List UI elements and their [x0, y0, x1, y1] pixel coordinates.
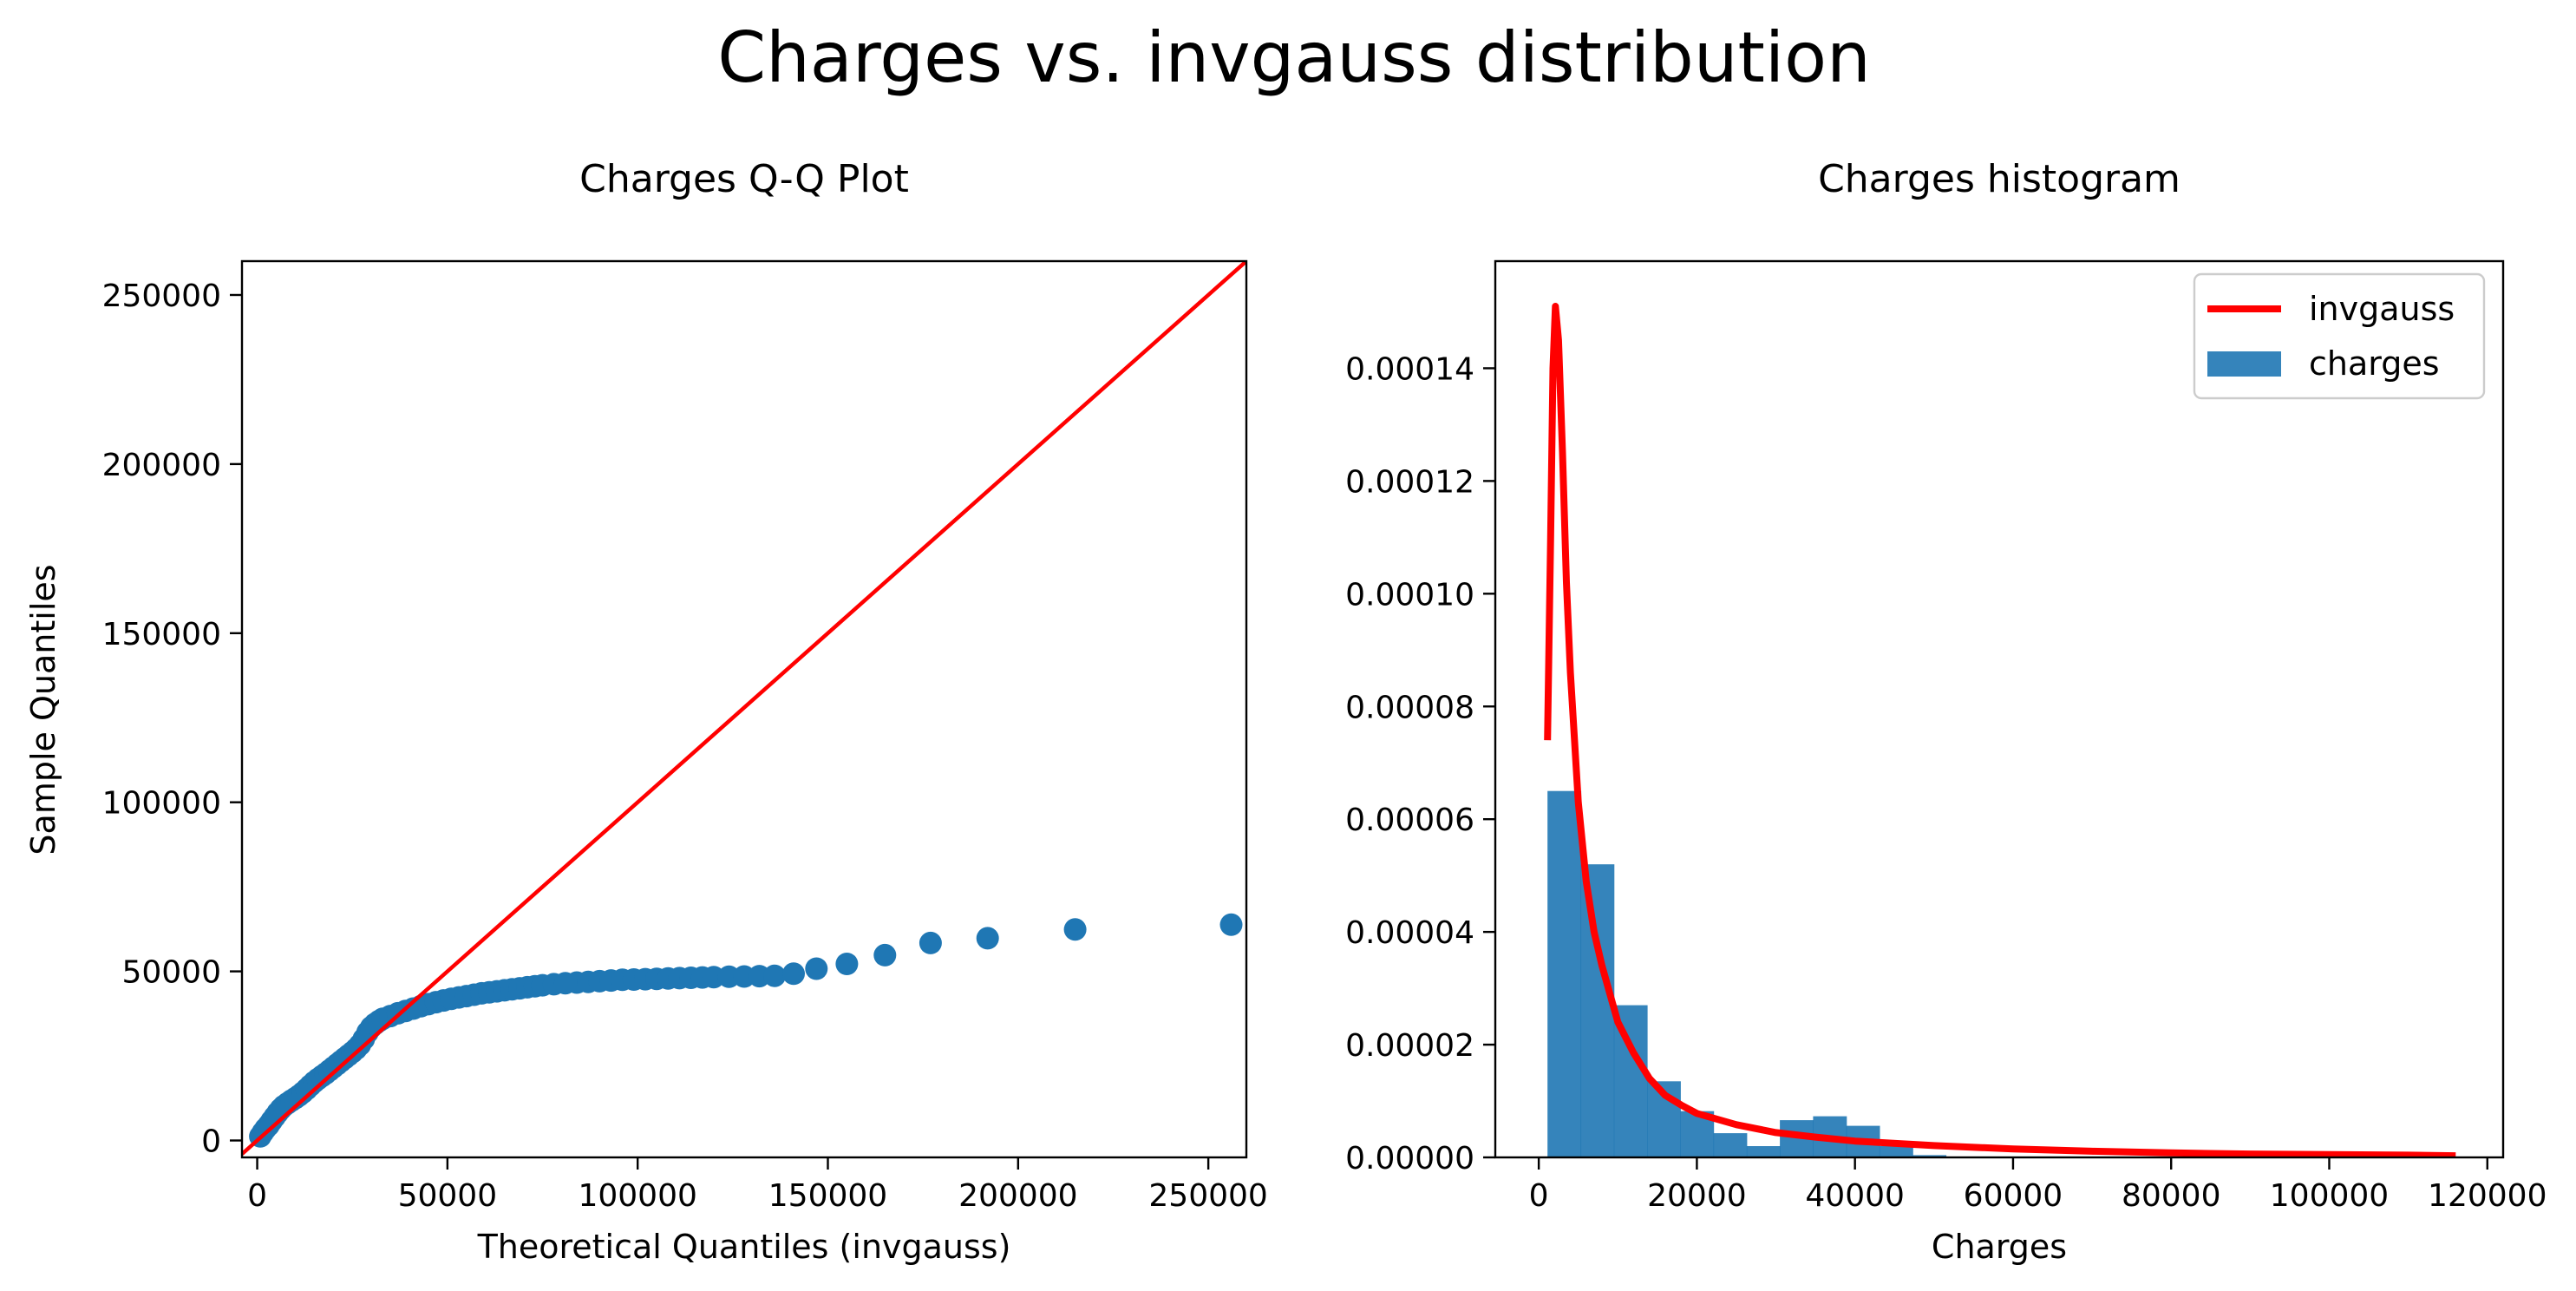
qq-point: [782, 962, 805, 986]
qq-plot-title: Charges Q-Q Plot: [579, 157, 909, 201]
histogram-y-tick-label: 0.00012: [1345, 464, 1474, 500]
histogram-title: Charges histogram: [1818, 157, 2180, 201]
histogram-bar: [1580, 864, 1615, 1157]
qq-plot-axes: Charges Q-Q Plot 0 50000 100000 150000 20000…: [24, 157, 1268, 1266]
histogram-y-tick-label: 0.00014: [1345, 351, 1474, 387]
qq-plot-area: [242, 261, 1246, 1156]
qq-x-axis-label: Theoretical Quantiles (invgauss): [477, 1228, 1011, 1266]
qq-point: [805, 957, 828, 980]
legend-invgauss-label: invgauss: [2309, 290, 2455, 328]
histogram-y-tick-label: 0.00006: [1345, 803, 1474, 838]
histogram-y-tick-label: 0.00004: [1345, 915, 1474, 951]
qq-x-tick-label: 200000: [958, 1178, 1077, 1214]
invgauss-curve: [1544, 303, 2456, 1157]
histogram-frame: [1494, 259, 2505, 1159]
histogram-x-tick-label: 40000: [1805, 1178, 1905, 1214]
qq-y-ticks: 0 50000 100000 150000 200000 250000: [102, 279, 242, 1160]
qq-y-axis-label: Sample Quantiles: [24, 564, 62, 855]
qq-x-tick-label: 100000: [578, 1178, 696, 1214]
histogram-x-tick-label: 120000: [2428, 1178, 2547, 1214]
histogram-bar: [1547, 790, 1582, 1157]
histogram-axes: Charges histogram 0 20000 40000 60000 80000 1…: [1345, 157, 2547, 1266]
figure-title: Charges vs. invgauss distribution: [717, 17, 1871, 98]
histogram-x-tick-label: 60000: [1964, 1178, 2063, 1214]
qq-point: [919, 931, 942, 954]
qq-y-tick-label: 0: [201, 1124, 221, 1160]
histogram-y-ticks: 0.00000 0.00002 0.00004 0.00006 0.00008 0.000…: [1345, 351, 1495, 1176]
histogram-y-tick-label: 0.00010: [1345, 577, 1474, 613]
qq-point: [873, 943, 897, 967]
histogram-bar: [1746, 1146, 1781, 1157]
qq-x-tick-label: 250000: [1148, 1178, 1267, 1214]
histogram-x-tick-label: 0: [1529, 1178, 1549, 1214]
qq-point: [1063, 918, 1087, 941]
qq-y-tick-label: 150000: [102, 617, 221, 652]
histogram-y-tick-label: 0.00000: [1345, 1141, 1474, 1176]
histogram-legend: invgauss charges: [2193, 272, 2486, 400]
histogram-x-axis-label: Charges: [1932, 1228, 2067, 1266]
qq-x-tick-label: 150000: [768, 1178, 887, 1214]
histogram-bar: [1879, 1146, 1913, 1157]
histogram-bar: [1713, 1133, 1748, 1157]
qq-point: [976, 927, 999, 950]
qq-point: [763, 964, 787, 987]
qq-reference-line: [242, 261, 1246, 1156]
qq-y-tick-label: 200000: [102, 448, 221, 483]
legend-charges-label: charges: [2309, 344, 2440, 383]
qq-point: [1219, 913, 1243, 936]
qq-point: [835, 953, 859, 975]
histogram-y-tick-label: 0.00002: [1345, 1028, 1474, 1064]
histogram-x-tick-label: 100000: [2270, 1178, 2389, 1214]
qq-x-tick-label: 0: [247, 1178, 267, 1214]
qq-plot-frame: [240, 259, 1248, 1159]
qq-x-tick-label: 50000: [398, 1178, 498, 1214]
histogram-x-tick-label: 20000: [1647, 1178, 1747, 1214]
histogram-y-tick-label: 0.00008: [1345, 690, 1474, 725]
qq-y-tick-label: 250000: [102, 279, 221, 314]
legend-charges-swatch: [2207, 351, 2281, 377]
histogram-plot-area: [1544, 303, 2456, 1157]
histogram-bar: [1912, 1155, 1947, 1157]
qq-x-ticks: 0 50000 100000 150000 200000 250000: [247, 1157, 1268, 1214]
histogram-x-ticks: 0 20000 40000 60000 80000 100000 120000: [1529, 1157, 2547, 1214]
histogram-x-tick-label: 80000: [2122, 1178, 2221, 1214]
qq-y-tick-label: 50000: [121, 955, 221, 991]
qq-y-tick-label: 100000: [102, 786, 221, 822]
